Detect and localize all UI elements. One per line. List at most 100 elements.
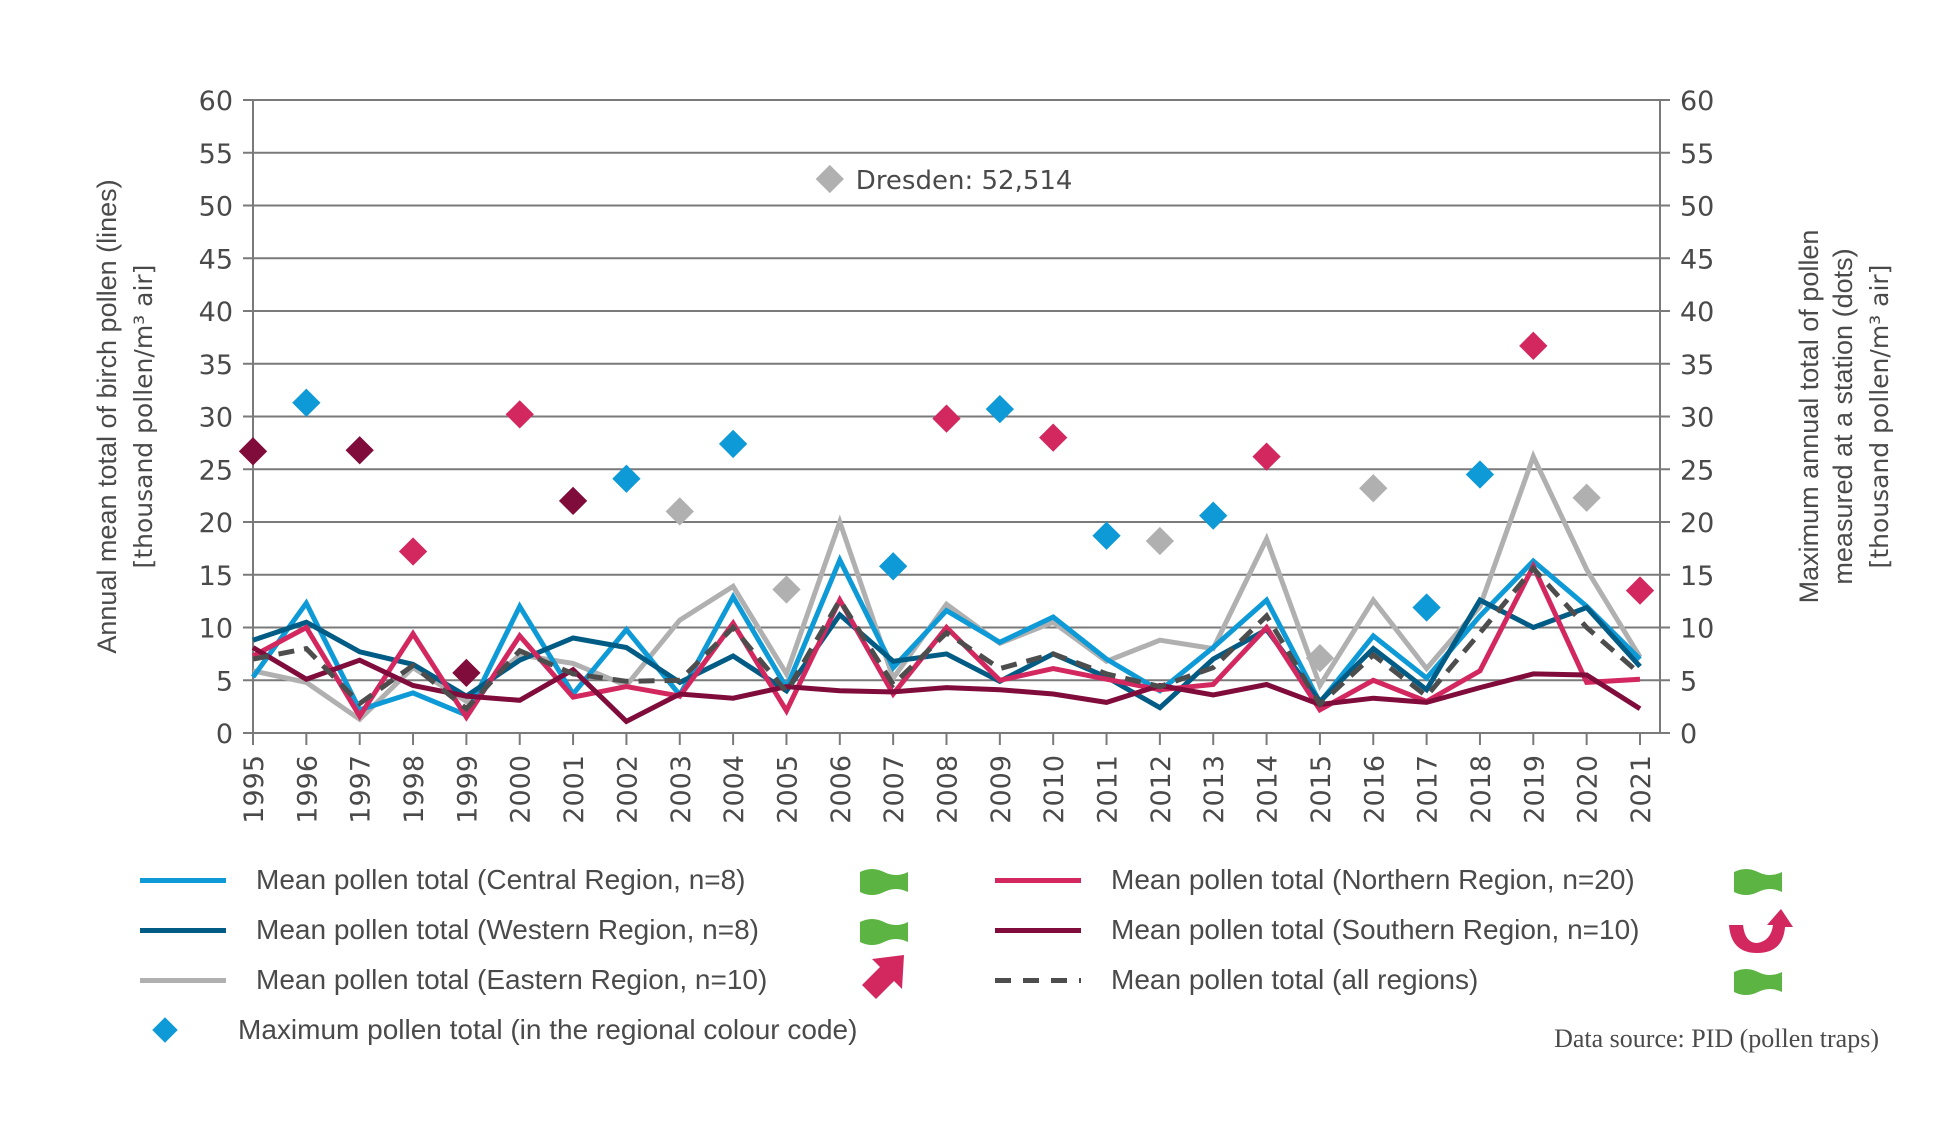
legend-swatch-southern [995,927,1081,933]
y-tick-label-left: 50 [199,192,233,223]
x-tick-label: 2009 [986,755,1017,824]
y-tick-label-left: 55 [199,139,233,170]
legend-item-all: Mean pollen total (all regions) [995,960,1478,1000]
max-point-marker [665,497,694,526]
annotation-marker [815,164,844,194]
trend-approx-icon [1734,869,1782,895]
x-tick-label: 2001 [559,755,590,824]
x-tick-label: 2015 [1306,755,1337,824]
y-tick-label-left: 60 [199,86,233,117]
axes [243,100,1670,745]
max-point-marker [1625,576,1655,605]
legend-label: Mean pollen total (Western Region, n=8) [256,914,759,945]
legend-label: Mean pollen total (all regions) [1111,964,1479,995]
max-point-marker [1092,521,1121,550]
max-point-marker [238,437,268,466]
max-point-marker [1412,593,1441,622]
x-tick-label: 2017 [1413,755,1444,824]
y-axis-right-label-line1: Maximum annual total of pollen [1794,230,1824,604]
y-tick-label-right: 45 [1680,244,1714,275]
legend-label: Mean pollen total (Eastern Region, n=10) [256,964,768,995]
max-point-marker [1145,526,1175,556]
y-tick-label-left: 5 [216,666,233,697]
birch-pollen-chart: 0 5 10 15 20 25 30 35 40 45 50 55 60 0 5 10 15 20 25 30 35 4… [92,86,1894,824]
legend-item-western: Mean pollen total (Western Region, n=8) [140,910,759,950]
series-line-all [252,564,1642,713]
x-tick-label: 2011 [1093,755,1124,824]
x-tick-label: 1996 [292,755,323,824]
legend-item-central: Mean pollen total (Central Region, n=8) [140,860,746,900]
y-tick-label-right: 60 [1680,86,1714,117]
legend-label: Maximum pollen total (in the regional co… [238,1014,858,1045]
legend-swatch-central [140,877,226,883]
x-tick-label: 1999 [452,755,483,824]
max-points [238,331,1655,688]
y-tick-label-left: 45 [199,244,233,275]
x-ticks: 1995 1996 1997 1998 1999 2000 2001 2002 2003 2004… [239,733,1657,824]
y-ticks-left: 0 5 10 15 20 25 30 35 40 45 50 55 60 [199,86,233,750]
y-tick-label-right: 30 [1680,403,1714,434]
max-point-marker [1519,331,1548,360]
max-point-marker [398,537,428,566]
series-line-southern [251,645,1642,725]
y-axis-left-label-line2: [thousand pollen/m³ air] [129,265,158,569]
max-point-marker [1465,460,1495,489]
y-ticks-right: 0 5 10 15 20 25 30 35 40 45 50 55 60 [1680,86,1714,750]
x-tick-label: 2020 [1573,755,1604,824]
y-tick-label-right: 0 [1680,719,1697,750]
max-point-marker [1359,474,1388,503]
x-tick-label: 2016 [1359,755,1390,824]
y-tick-label-right: 50 [1680,192,1714,223]
x-tick-label: 2018 [1466,755,1497,824]
max-point-marker [985,394,1014,424]
max-point-marker [1039,423,1068,452]
x-tick-label: 2019 [1519,755,1550,824]
x-tick-label: 2012 [1146,755,1177,824]
legend-diamond-icon [152,1017,178,1043]
legend-item-maximum: Maximum pollen total (in the regional co… [140,1010,857,1050]
trend-u-turn-up-icon [1729,909,1793,953]
dresden-annotation: Dresden: 52,514 [815,164,1073,196]
y-tick-label-right: 55 [1680,139,1714,170]
x-tick-label: 2000 [506,755,537,824]
data-source: Data source: PID (pollen traps) [1554,1024,1879,1053]
y-tick-label-left: 40 [199,297,233,328]
legend-swatch-northern [995,877,1081,883]
max-point-marker [772,575,801,604]
y-tick-label-left: 15 [199,561,233,592]
max-point-marker [452,658,481,688]
y-axis-right-label-line2: measured at a station (dots) [1828,248,1858,584]
legend-label: Mean pollen total (Northern Region, n=20… [1111,864,1635,895]
legend-label: Mean pollen total (Southern Region, n=10… [1111,914,1640,945]
x-tick-label: 2005 [772,755,803,824]
series-line-western [252,596,1642,711]
x-tick-label: 2004 [719,755,750,824]
max-point-marker [879,552,908,581]
y-tick-label-right: 40 [1680,297,1714,328]
series-lines [250,450,1643,725]
y-tick-label-left: 25 [199,455,233,486]
x-tick-label: 2002 [612,755,643,824]
y-tick-label-right: 5 [1680,666,1697,697]
legend-item-northern: Mean pollen total (Northern Region, n=20… [995,860,1635,900]
max-point-marker [292,388,321,417]
x-tick-label: 1995 [239,755,270,824]
max-point-marker [1305,643,1335,673]
max-point-marker [1252,442,1281,471]
max-point-marker [345,436,374,465]
x-tick-label: 2010 [1039,755,1070,824]
y-axis-left-label-line1: Annual mean total of birch pollen (lines… [92,179,122,653]
y-tick-label-right: 35 [1680,350,1714,381]
trend-approx-icon [860,869,908,895]
legend-item-eastern: Mean pollen total (Eastern Region, n=10) [140,960,767,1000]
max-point-marker [1572,483,1601,512]
y-tick-label-left: 10 [199,614,233,645]
y-tick-label-right: 10 [1680,614,1714,645]
max-point-marker [558,486,588,516]
legend-label: Mean pollen total (Central Region, n=8) [256,864,746,895]
y-tick-label-right: 25 [1680,455,1714,486]
annotation-label: Dresden: 52,514 [856,166,1073,196]
x-tick-label: 1997 [346,755,377,824]
x-tick-label: 2021 [1626,755,1657,824]
y-tick-label-right: 20 [1680,508,1714,539]
